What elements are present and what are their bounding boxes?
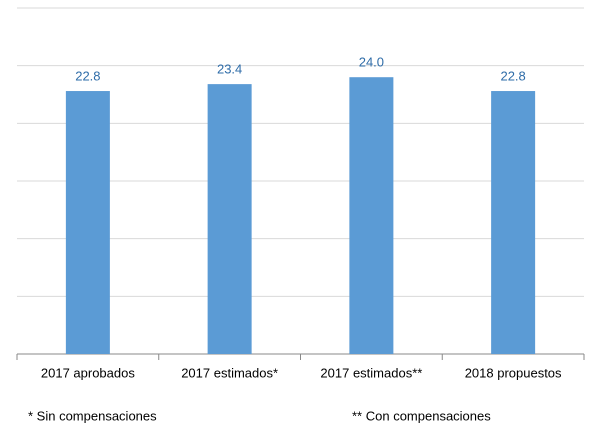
x-tick-label: 2017 estimados**: [320, 365, 422, 380]
bar: [349, 77, 394, 354]
value-label: 22.8: [75, 68, 100, 83]
x-tick-label: 2018 propuestos: [465, 365, 562, 380]
x-tick-label: 2017 estimados*: [181, 365, 278, 380]
footnote: * Sin compensaciones: [28, 408, 157, 423]
value-label: 22.8: [500, 68, 525, 83]
bar: [207, 84, 252, 355]
x-tick-label: 2017 aprobados: [41, 365, 135, 380]
value-label: 23.4: [217, 62, 242, 77]
bar: [491, 91, 536, 354]
footnote: ** Con compensaciones: [352, 408, 491, 423]
bar: [65, 91, 110, 354]
value-label: 24.0: [359, 55, 384, 70]
